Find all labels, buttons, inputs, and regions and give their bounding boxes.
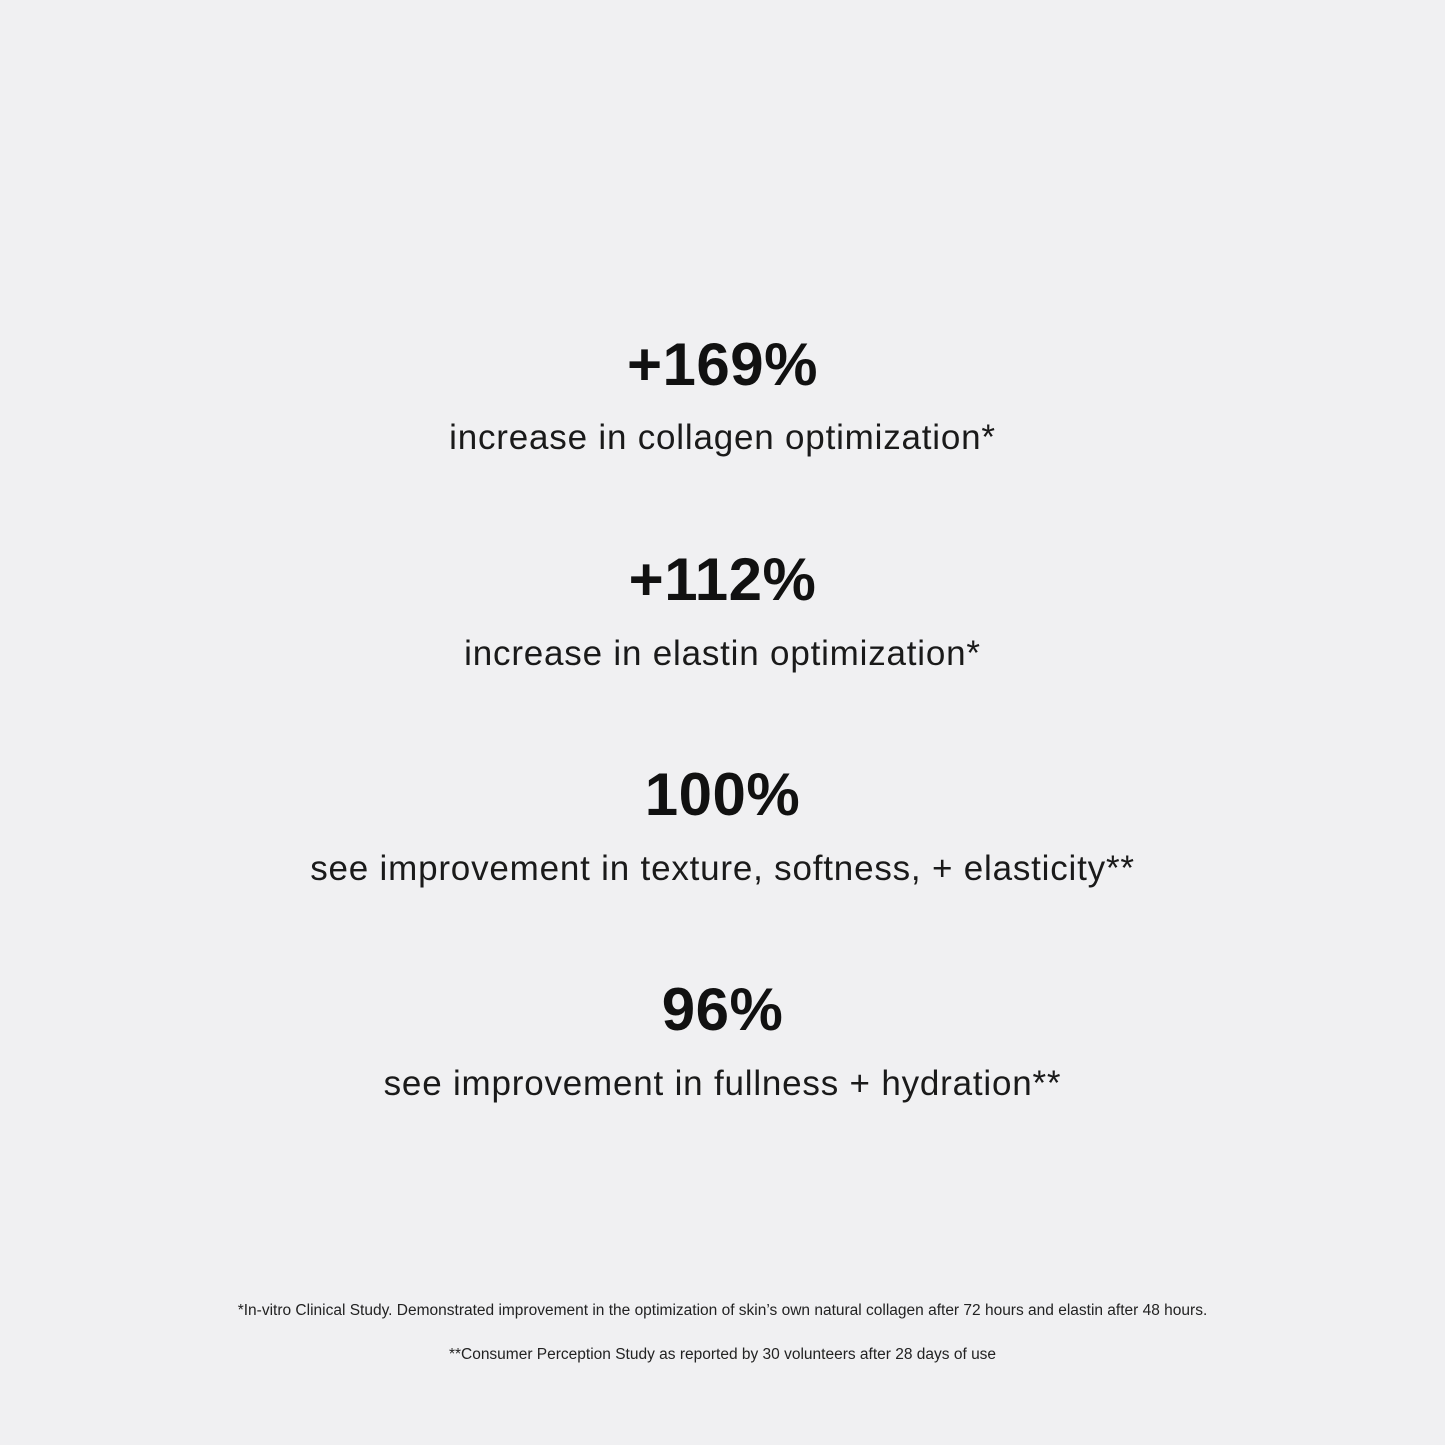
stat-description: increase in collagen optimization* bbox=[449, 418, 996, 457]
stat-value: 96% bbox=[661, 976, 784, 1043]
stat-description: see improvement in fullness + hydration*… bbox=[383, 1064, 1062, 1103]
stat-description: see improvement in texture, softness, + … bbox=[310, 849, 1135, 888]
stat-value: 100% bbox=[644, 761, 801, 828]
stat-description: increase in elastin optimization* bbox=[464, 634, 981, 673]
stat-value: +112% bbox=[628, 546, 817, 613]
stat-value: +169% bbox=[627, 331, 818, 398]
footnote-consumer-study: **Consumer Perception Study as reported … bbox=[448, 1346, 997, 1363]
footnote-clinical-study: *In-vitro Clinical Study. Demonstrated i… bbox=[237, 1302, 1208, 1319]
